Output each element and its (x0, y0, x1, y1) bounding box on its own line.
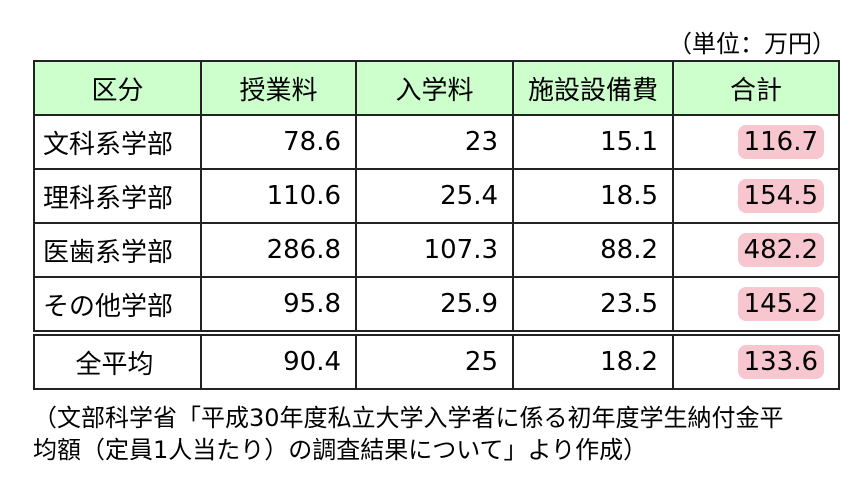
row-label: 文科系学部 (33, 114, 202, 170)
value-cell: 18.2 (512, 330, 674, 390)
table-row: 文科系学部 78.6 23 15.1 116.7 (33, 114, 840, 170)
note-line: 均額（定員1人当たり）の調査結果について」より作成） (33, 436, 648, 464)
header-cell: 区分 (33, 60, 202, 116)
source-note: （文部科学省「平成30年度私立大学入学者に係る初年度学生納付金平 均額（定員1人… (33, 402, 784, 466)
total-value: 116.7 (737, 125, 824, 159)
total-cell: 133.6 (672, 330, 840, 390)
total-cell: 154.5 (672, 168, 840, 224)
table-row: 全平均 90.4 25 18.2 133.6 (33, 330, 840, 390)
row-label: その他学部 (33, 276, 202, 334)
total-value: 482.2 (737, 233, 824, 267)
row-label: 理科系学部 (33, 168, 202, 224)
total-value: 133.6 (737, 345, 824, 379)
value-cell: 90.4 (200, 330, 357, 390)
header-cell: 合計 (672, 60, 840, 116)
value-cell: 25 (355, 330, 514, 390)
value-cell: 95.8 (200, 276, 357, 334)
table-row: 医歯系学部 286.8 107.3 88.2 482.2 (33, 222, 840, 278)
header-cell: 入学料 (355, 60, 514, 116)
total-value: 154.5 (737, 179, 824, 213)
value-cell: 110.6 (200, 168, 357, 224)
total-value: 145.2 (737, 287, 824, 321)
header-cell: 授業料 (200, 60, 357, 116)
value-cell: 286.8 (200, 222, 357, 278)
value-cell: 23 (355, 114, 514, 170)
value-cell: 25.9 (355, 276, 514, 334)
total-cell: 482.2 (672, 222, 840, 278)
total-cell: 145.2 (672, 276, 840, 334)
table-body: 文科系学部 78.6 23 15.1 116.7 理科系学部 110.6 25.4 18.5 15… (33, 114, 840, 390)
row-label: 全平均 (33, 330, 202, 390)
value-cell: 23.5 (512, 276, 674, 334)
total-cell: 116.7 (672, 114, 840, 170)
value-cell: 107.3 (355, 222, 514, 278)
header-row: 区分 授業料 入学料 施設設備費 合計 (33, 60, 840, 116)
table-row: その他学部 95.8 25.9 23.5 145.2 (33, 276, 840, 334)
row-label: 医歯系学部 (33, 222, 202, 278)
value-cell: 78.6 (200, 114, 357, 170)
table-row: 理科系学部 110.6 25.4 18.5 154.5 (33, 168, 840, 224)
note-line: （文部科学省「平成30年度私立大学入学者に係る初年度学生納付金平 (33, 404, 784, 432)
value-cell: 88.2 (512, 222, 674, 278)
unit-label: （単位：万円） (668, 30, 836, 58)
fee-table: 区分 授業料 入学料 施設設備費 合計 文科系学部 78.6 23 15.1 116.7 理科系学… (33, 60, 840, 390)
value-cell: 18.5 (512, 168, 674, 224)
header-cell: 施設設備費 (512, 60, 674, 116)
value-cell: 25.4 (355, 168, 514, 224)
value-cell: 15.1 (512, 114, 674, 170)
